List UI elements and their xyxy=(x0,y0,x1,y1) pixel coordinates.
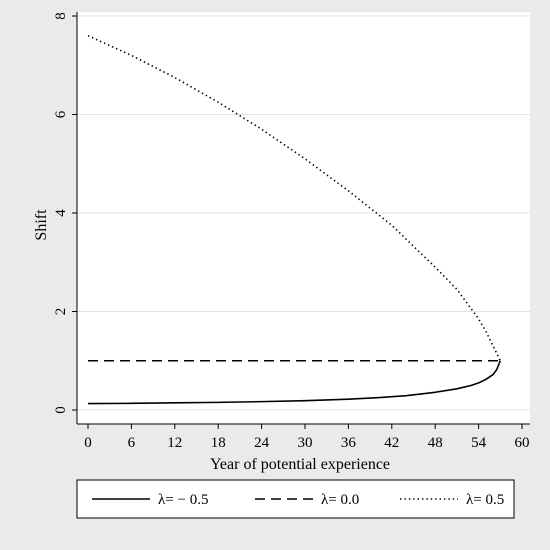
x-tick-label: 30 xyxy=(298,435,313,451)
x-tick-label: 0 xyxy=(84,435,92,451)
x-tick-label: 54 xyxy=(471,435,487,451)
legend-label-3: λ= 0.5 xyxy=(466,492,504,508)
series-line-1 xyxy=(87,360,502,405)
x-tick-label: 60 xyxy=(515,435,530,451)
y-tick-label: 0 xyxy=(53,406,69,414)
x-tick-label: 12 xyxy=(167,435,182,451)
x-tick-label: 18 xyxy=(211,435,226,451)
x-tick-label: 24 xyxy=(254,435,270,451)
x-tick-label: 48 xyxy=(428,435,443,451)
grid xyxy=(77,15,530,411)
legend-label-1: λ= − 0.5 xyxy=(158,492,208,508)
x-tick-label: 42 xyxy=(384,435,399,451)
y-tick-label: 6 xyxy=(53,110,69,118)
series-lines xyxy=(87,34,502,405)
y-axis-label: Shift xyxy=(33,209,50,241)
legend-label-2: λ= 0.0 xyxy=(321,492,359,508)
y-tick-label: 8 xyxy=(53,12,69,20)
x-tick-label: 36 xyxy=(341,435,357,451)
y-tick-label: 2 xyxy=(53,308,69,316)
x-axis-label: Year of potential experience xyxy=(210,456,390,473)
x-tick-label: 6 xyxy=(128,435,136,451)
legend: λ= − 0.5 λ= 0.0 λ= 0.5 xyxy=(76,479,515,519)
plot-area xyxy=(77,12,530,424)
y-tick-label: 4 xyxy=(53,209,69,217)
